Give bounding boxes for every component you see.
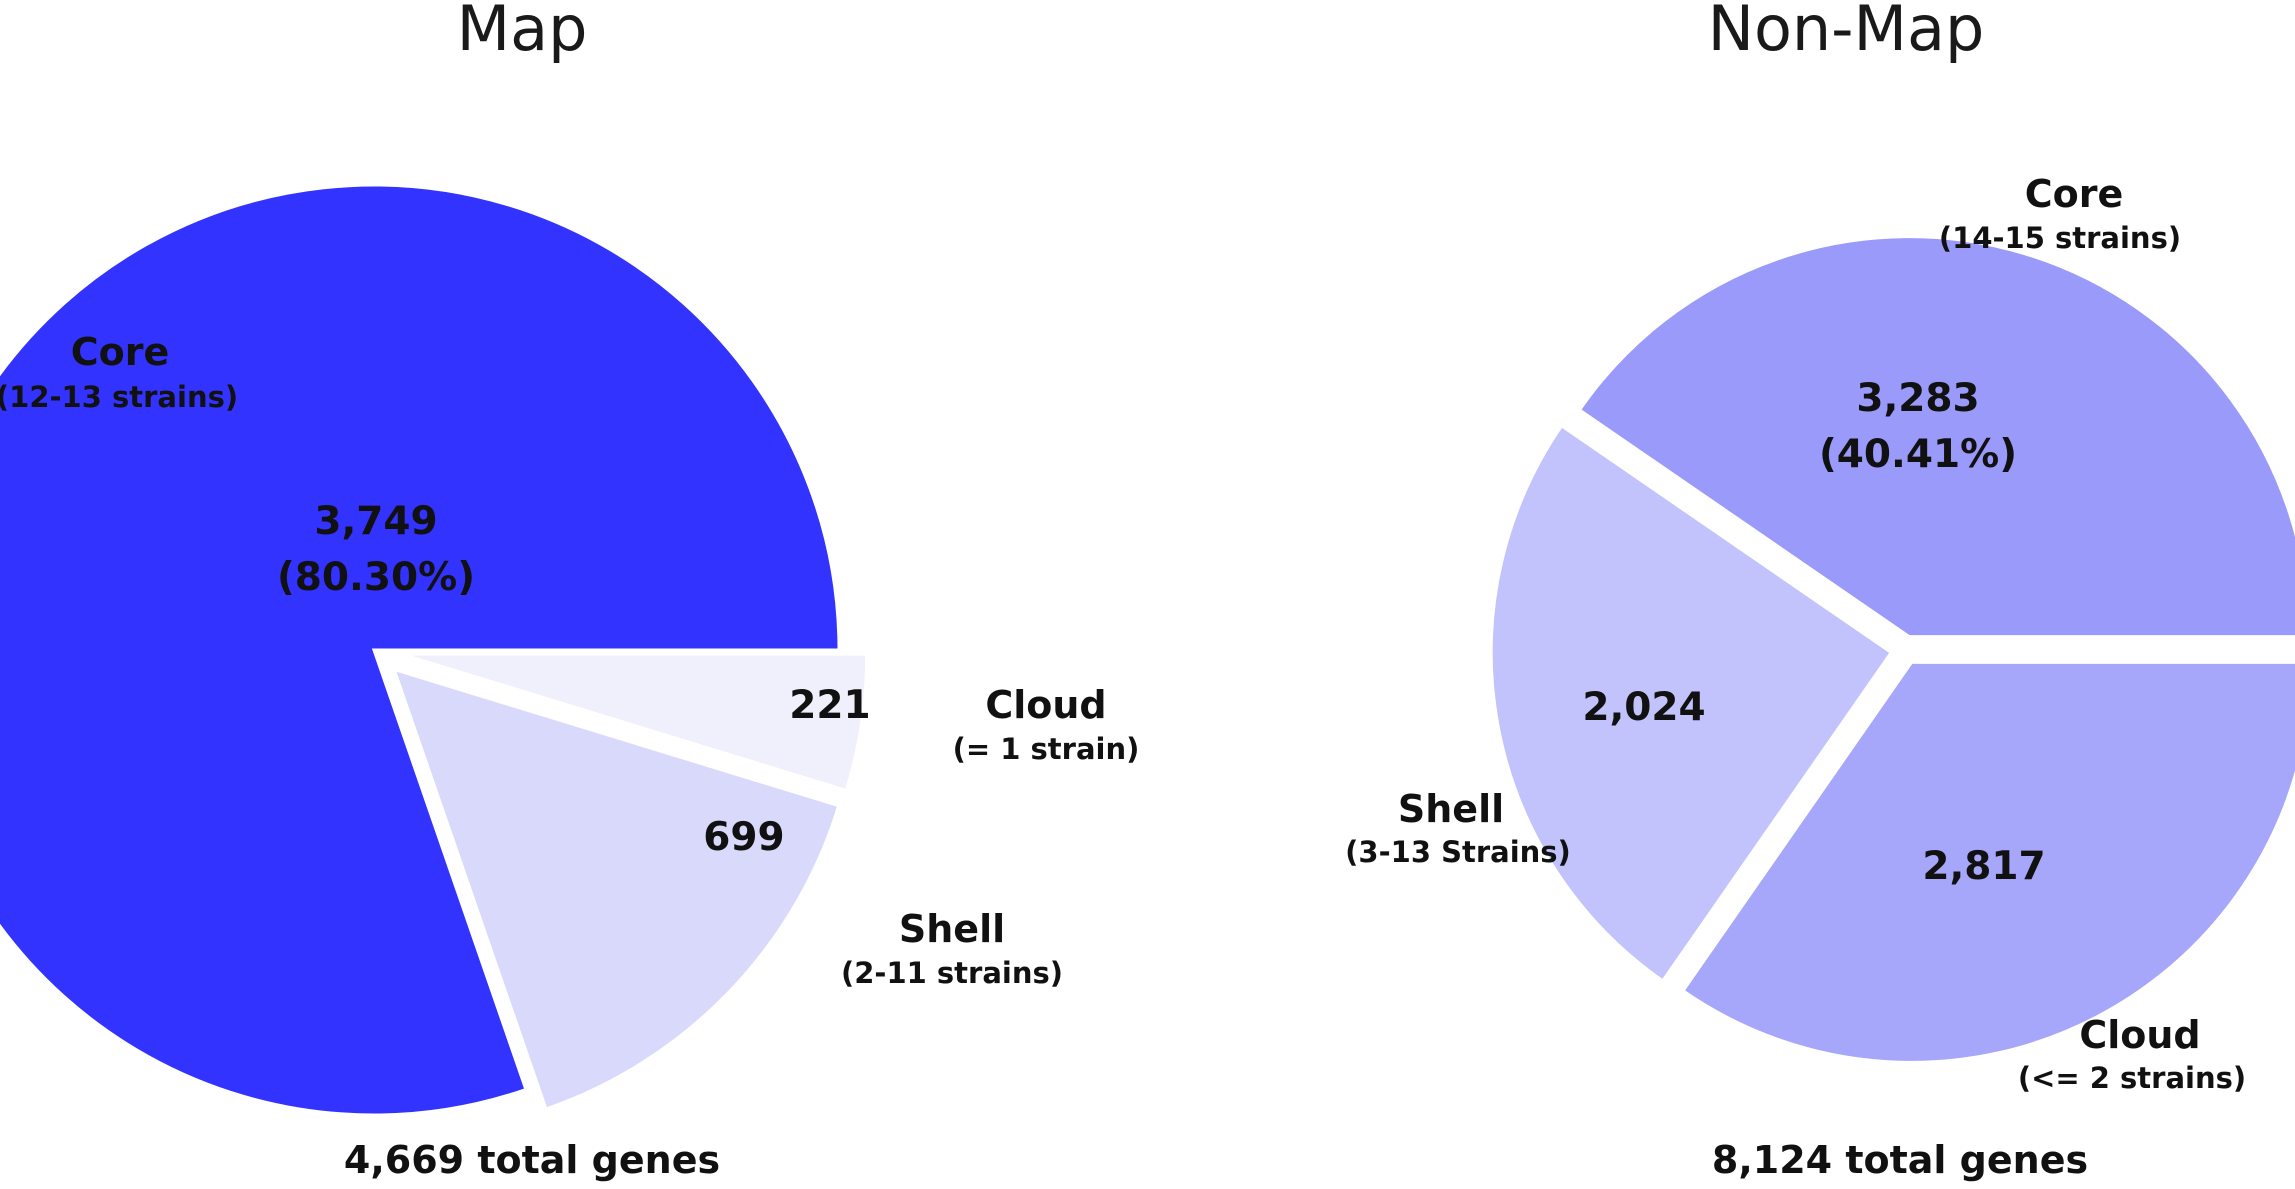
subtitle-label-map-shell: (2-11 strains) — [841, 956, 1063, 990]
pie-slice-non-map-shell — [1489, 423, 1894, 983]
total-label-non-map: 8,124 total genes — [1712, 1138, 2088, 1182]
subtitle-label-non-map-shell: (3-13 Strains) — [1345, 835, 1571, 869]
subtitle-label-non-map-cloud: (<= 2 strains) — [2018, 1061, 2246, 1095]
category-label-non-map-cloud: Cloud — [2079, 1013, 2200, 1057]
chart-non-map: Non-Map Core (14-15 strains) 3,283 (40.4… — [1345, 0, 2295, 1182]
pie-slice-map-cloud — [401, 652, 869, 793]
value-label-non-map-shell: 2,024 — [1582, 685, 1705, 730]
category-label-map-cloud: Cloud — [985, 683, 1106, 727]
category-label-non-map-shell: Shell — [1398, 787, 1504, 831]
subtitle-label-map-core: (12-13 strains) — [0, 380, 238, 414]
pie-slice-map-core — [0, 183, 841, 1117]
pie-slices-map — [0, 183, 869, 1117]
total-label-map: 4,669 total genes — [344, 1138, 720, 1182]
subtitle-label-non-map-core: (14-15 strains) — [1939, 221, 2181, 255]
pie-slice-non-map-cloud — [1680, 660, 2295, 1064]
category-label-map-core: Core — [71, 330, 170, 374]
category-label-map-shell: Shell — [899, 907, 1005, 951]
value-label-non-map-core: 3,283 — [1856, 376, 1979, 421]
percent-label-map-core: (80.30%) — [277, 555, 475, 600]
value-label-map-cloud: 221 — [789, 683, 870, 728]
subtitle-label-map-cloud: (= 1 strain) — [953, 732, 1140, 766]
chart-map: Map Core (12-13 strains) 3,749 (80.30%) … — [0, 0, 1139, 1182]
pie-slice-non-map-core — [1577, 235, 2295, 639]
value-label-map-shell: 699 — [703, 815, 784, 860]
value-label-non-map-cloud: 2,817 — [1922, 844, 2045, 889]
pie-slices-non-map — [1489, 235, 2295, 1064]
value-label-map-core: 3,749 — [314, 499, 437, 544]
percent-label-non-map-core: (40.41%) — [1819, 432, 2017, 477]
pie-slice-map-shell — [391, 667, 841, 1111]
category-label-non-map-core: Core — [2025, 172, 2124, 216]
chart-title-non-map: Non-Map — [1708, 0, 1985, 65]
chart-title-map: Map — [457, 0, 588, 65]
